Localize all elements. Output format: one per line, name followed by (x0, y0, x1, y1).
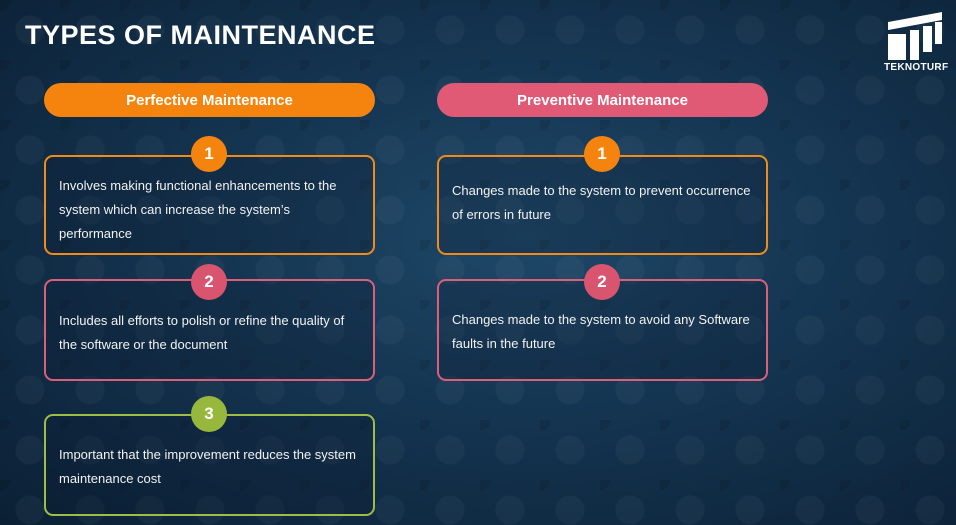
page-title: TYPES OF MAINTENANCE (25, 20, 376, 50)
preventive-card-1-text: Changes made to the system to prevent oc… (452, 183, 751, 222)
logo-icon (888, 12, 942, 60)
perfective-badge-3: 3 (191, 396, 227, 432)
preventive-badge-2: 2 (584, 264, 620, 300)
teknoturf-logo: TEKNOTURF (884, 8, 948, 78)
perfective-card-3-text: Important that the improvement reduces t… (59, 447, 356, 486)
preventive-card-2-text: Changes made to the system to avoid any … (452, 312, 750, 351)
perfective-maintenance-header: Perfective Maintenance (44, 83, 375, 117)
perfective-badge-1: 1 (191, 136, 227, 172)
logo-text: TEKNOTURF (884, 62, 949, 73)
perfective-card-2-text: Includes all efforts to polish or refine… (59, 313, 345, 352)
perfective-card-1-text: Involves making functional enhancements … (59, 178, 337, 241)
preventive-maintenance-header: Preventive Maintenance (437, 83, 768, 117)
preventive-badge-1: 1 (584, 136, 620, 172)
perfective-badge-2: 2 (191, 264, 227, 300)
